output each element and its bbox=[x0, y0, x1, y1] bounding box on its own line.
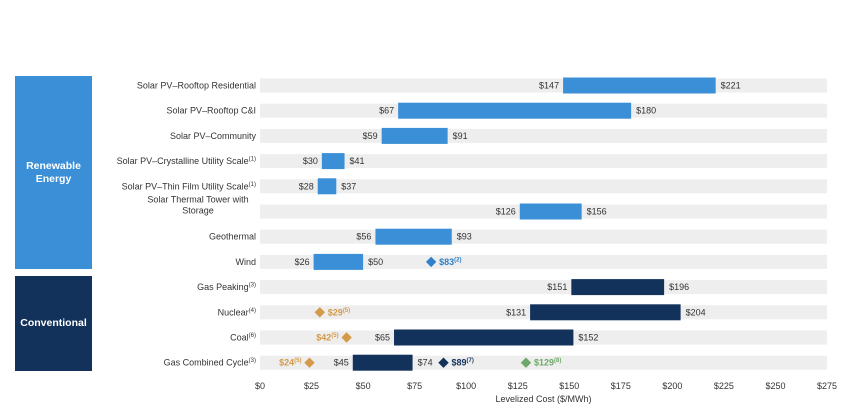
marker-diamond bbox=[438, 357, 449, 368]
low-value-label: $131 bbox=[506, 307, 526, 317]
x-tick-label: $75 bbox=[407, 381, 422, 391]
range-bar bbox=[519, 203, 582, 220]
range-bar bbox=[571, 279, 665, 296]
low-value-label: $67 bbox=[379, 106, 394, 116]
high-value-label: $221 bbox=[721, 81, 741, 91]
high-value-label: $93 bbox=[457, 232, 472, 242]
x-tick-label: $50 bbox=[356, 381, 371, 391]
row-band bbox=[260, 229, 827, 244]
high-value-label: $156 bbox=[587, 207, 607, 217]
range-bar bbox=[313, 253, 364, 270]
category-label: Gas Combined Cycle(3) bbox=[164, 358, 256, 368]
low-value-label: $65 bbox=[375, 333, 390, 343]
range-bar bbox=[530, 304, 681, 321]
group-label-conventional: Conventional bbox=[15, 276, 92, 371]
category-label: Coal(6) bbox=[230, 333, 256, 343]
x-tick-label: $200 bbox=[662, 381, 682, 391]
marker-label: $24(5) bbox=[279, 358, 301, 368]
marker-label: $29(5) bbox=[328, 307, 350, 317]
category-label: Solar PV–Rooftop C&I bbox=[166, 106, 256, 116]
range-bar bbox=[375, 228, 452, 245]
x-tick-label: $175 bbox=[611, 381, 631, 391]
row-band bbox=[260, 154, 827, 169]
x-tick-label: $275 bbox=[817, 381, 837, 391]
category-label: Solar PV–Rooftop Residential bbox=[137, 81, 256, 91]
group-label-conventional-text: Conventional bbox=[20, 317, 87, 329]
x-axis-label: Levelized Cost ($/MWh) bbox=[495, 394, 591, 404]
high-value-label: $41 bbox=[350, 156, 365, 166]
marker-diamond bbox=[304, 357, 315, 368]
high-value-label: $204 bbox=[686, 307, 706, 317]
x-tick-label: $125 bbox=[508, 381, 528, 391]
marker-diamond bbox=[425, 256, 437, 268]
high-value-label: $196 bbox=[669, 282, 689, 292]
range-bar bbox=[381, 127, 448, 144]
marker-label: $89(7) bbox=[452, 358, 474, 368]
x-tick-label: $25 bbox=[304, 381, 319, 391]
low-value-label: $30 bbox=[303, 156, 318, 166]
category-label: Gas Peaking(3) bbox=[197, 282, 256, 292]
x-tick-label: $0 bbox=[255, 381, 265, 391]
high-value-label: $37 bbox=[341, 181, 356, 191]
row-band bbox=[260, 280, 827, 295]
high-value-label: $74 bbox=[418, 358, 433, 368]
range-bar bbox=[398, 102, 632, 119]
category-label: Solar PV–Community bbox=[170, 131, 257, 141]
row-band bbox=[260, 254, 827, 269]
marker-label: $129(8) bbox=[534, 358, 561, 368]
low-value-label: $56 bbox=[356, 232, 371, 242]
high-value-label: $91 bbox=[453, 131, 468, 141]
row-band bbox=[260, 128, 827, 143]
group-label-renewable-text: Renewable Energy bbox=[26, 159, 81, 185]
category-label: Geothermal bbox=[209, 232, 256, 242]
low-value-label: $147 bbox=[539, 81, 559, 91]
low-value-label: $28 bbox=[299, 181, 314, 191]
category-label: Nuclear(4) bbox=[218, 307, 256, 317]
marker-diamond bbox=[520, 357, 532, 368]
low-value-label: $126 bbox=[496, 207, 516, 217]
low-value-label: $45 bbox=[334, 358, 349, 368]
x-tick-label: $150 bbox=[559, 381, 579, 391]
range-bar bbox=[563, 77, 716, 94]
category-label: Solar PV–Thin Film Utility Scale(1) bbox=[122, 181, 256, 191]
low-value-label: $151 bbox=[547, 282, 567, 292]
range-bar bbox=[394, 329, 574, 346]
marker-diamond bbox=[341, 332, 352, 343]
marker-label: $83(2) bbox=[439, 257, 461, 267]
high-value-label: $152 bbox=[578, 333, 598, 343]
category-label: Solar PV–Crystalline Utility Scale(1) bbox=[117, 156, 256, 166]
x-tick-label: $250 bbox=[765, 381, 785, 391]
x-tick-label: $225 bbox=[714, 381, 734, 391]
range-bar bbox=[317, 178, 337, 195]
row-band bbox=[260, 179, 827, 194]
category-label: Wind bbox=[235, 257, 256, 267]
marker-label: $42(5) bbox=[316, 333, 338, 343]
range-bar bbox=[352, 354, 413, 371]
category-label: Solar Thermal Tower with Storage bbox=[147, 195, 248, 216]
high-value-label: $50 bbox=[368, 257, 383, 267]
group-label-renewable: Renewable Energy bbox=[15, 76, 92, 269]
low-value-label: $26 bbox=[295, 257, 310, 267]
marker-diamond bbox=[314, 307, 325, 318]
x-tick-label: $100 bbox=[456, 381, 476, 391]
range-bar bbox=[321, 153, 345, 170]
high-value-label: $180 bbox=[636, 106, 656, 116]
low-value-label: $59 bbox=[363, 131, 378, 141]
